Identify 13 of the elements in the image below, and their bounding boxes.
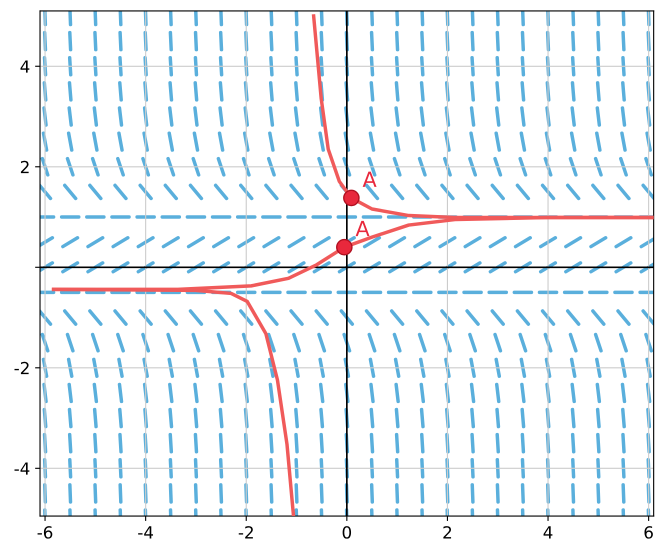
- x-tick-label: 0: [342, 526, 352, 539]
- y-tick-label: 2: [20, 160, 29, 174]
- y-tick-label: -2: [14, 362, 29, 374]
- x-tick-label: 6: [644, 526, 653, 539]
- annotation: A: [356, 220, 370, 236]
- x-tick-label: -2: [238, 526, 253, 538]
- y-tick-label: 4: [20, 60, 30, 73]
- y-tick-label: -4: [14, 462, 30, 475]
- annotation: A: [362, 172, 377, 187]
- x-tick-label: -4: [138, 526, 154, 538]
- x-tick-label: -6: [38, 526, 52, 539]
- x-tick-label: 4: [544, 526, 552, 538]
- x-tick-label: 2: [443, 526, 452, 538]
